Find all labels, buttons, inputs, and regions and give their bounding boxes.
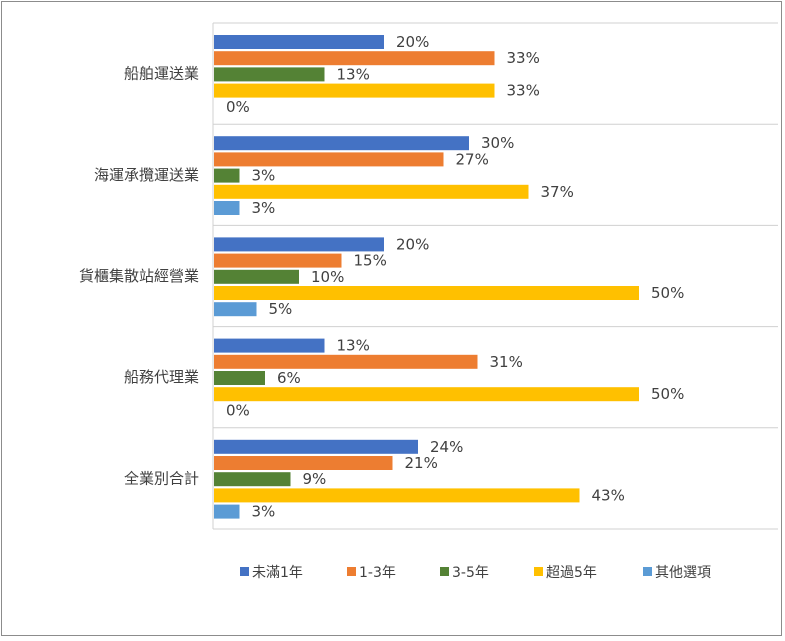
data-label: 33% <box>507 82 540 100</box>
data-label: 3% <box>252 503 276 521</box>
category-label: 船舶運送業 <box>124 65 199 83</box>
bar <box>214 387 639 402</box>
legend-label: 未滿1年 <box>252 565 303 581</box>
data-label: 6% <box>277 369 301 387</box>
legend-label: 超過5年 <box>546 565 597 581</box>
data-label: 37% <box>541 183 574 201</box>
data-label: 33% <box>507 49 540 67</box>
bar <box>214 338 325 353</box>
category-label: 船務代理業 <box>124 368 199 386</box>
data-label: 3% <box>252 199 276 217</box>
bar <box>214 168 240 183</box>
data-label: 20% <box>396 235 429 253</box>
bar <box>214 456 393 470</box>
data-label: 15% <box>354 252 387 270</box>
category-label: 貨櫃集散站經營業 <box>79 267 199 285</box>
data-label: 27% <box>456 150 489 168</box>
data-label: 20% <box>396 33 429 51</box>
bar <box>214 67 325 82</box>
bar <box>214 504 240 519</box>
data-label: 50% <box>651 284 684 302</box>
legend-swatch <box>534 567 543 576</box>
data-label: 9% <box>303 470 327 488</box>
legend: 未滿1年 1-3年 3-5年 超過5年 其他選項 <box>240 565 711 581</box>
bar <box>214 439 418 454</box>
bar <box>214 286 639 300</box>
data-label: 0% <box>226 401 250 419</box>
data-label: 13% <box>337 337 370 355</box>
data-labels: 20% 33% 13% 33% 0% 30%27% 3% 37% 3% 20% 15% 10% 50% 5… <box>226 33 684 521</box>
bar <box>214 152 444 167</box>
bar <box>214 136 469 151</box>
legend-swatch <box>347 567 356 576</box>
data-label: 24% <box>430 438 463 456</box>
data-label: 3% <box>252 167 276 185</box>
data-label: 13% <box>337 65 370 83</box>
bar <box>214 269 299 284</box>
bar <box>214 488 580 503</box>
data-label: 5% <box>269 300 293 318</box>
data-label: 43% <box>592 486 625 504</box>
legend-label: 3-5年 <box>452 565 489 581</box>
data-label: 0% <box>226 98 250 116</box>
data-label: 30% <box>481 134 514 152</box>
data-label: 31% <box>490 353 523 371</box>
bar <box>214 302 257 317</box>
bar <box>214 253 342 268</box>
bar <box>214 184 529 199</box>
legend-swatch <box>643 567 652 576</box>
legend-swatch <box>440 567 449 576</box>
bar <box>214 201 240 215</box>
bar <box>214 83 495 98</box>
bar <box>214 371 265 385</box>
legend-label: 1-3年 <box>359 565 396 581</box>
bar <box>214 354 478 369</box>
category-label: 海運承攬運送業 <box>94 166 199 184</box>
data-label: 10% <box>311 268 344 286</box>
gridlines <box>212 22 778 530</box>
category-label: 全業別合計 <box>124 469 199 487</box>
bar <box>214 472 291 487</box>
legend-swatch <box>240 567 249 576</box>
bar <box>214 35 384 49</box>
bars <box>214 35 639 519</box>
bar <box>214 51 495 66</box>
bar <box>214 237 384 252</box>
data-label: 21% <box>405 454 438 472</box>
data-label: 50% <box>651 385 684 403</box>
legend-label: 其他選項 <box>655 565 711 581</box>
